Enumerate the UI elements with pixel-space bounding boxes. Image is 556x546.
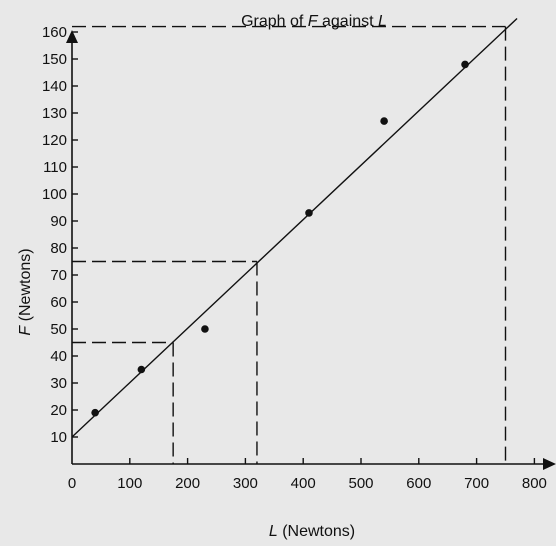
x-tick-label: 300: [233, 475, 258, 492]
y-tick-label: 90: [50, 213, 67, 230]
y-ticks: 10 20 30 40 50 60 70 80 90 100 110 120 130 140 150 160: [42, 24, 78, 446]
y-axis-arrow-icon: [66, 30, 78, 43]
data-point: [461, 60, 469, 69]
y-tick-label: 10: [50, 429, 67, 446]
x-tick-label: 600: [406, 475, 431, 492]
y-tick-label: 40: [50, 348, 67, 365]
chart-title: Graph of F against L: [241, 13, 387, 30]
data-point: [380, 117, 388, 125]
data-point: [305, 209, 313, 217]
y-tick-label: 130: [42, 105, 67, 122]
y-tick-label: 120: [42, 132, 67, 149]
y-axis-title: F (Newtons): [17, 248, 34, 335]
y-tick-label: 60: [50, 294, 67, 311]
guide-lines: [72, 25, 507, 464]
best-fit-line: [71, 17, 518, 438]
x-tick-label: 400: [291, 475, 316, 492]
data-point: [201, 325, 209, 333]
data-point: [137, 365, 146, 374]
y-tick-label: 110: [43, 159, 67, 176]
y-tick-label: 30: [50, 375, 67, 392]
y-tick-label: 50: [50, 321, 67, 338]
x-tick-label: 0: [68, 475, 76, 492]
x-ticks: 0 100 200 300 400 500 600 700 800: [68, 458, 547, 492]
y-tick-label: 150: [42, 51, 67, 68]
x-axis-arrow-icon: [543, 458, 556, 470]
y-tick-label: 80: [50, 240, 67, 257]
data-point: [91, 408, 99, 417]
x-tick-label: 100: [117, 475, 142, 492]
x-tick-label: 800: [522, 475, 547, 492]
y-tick-label: 160: [42, 24, 67, 41]
y-tick-label: 140: [42, 78, 67, 95]
x-tick-label: 500: [348, 475, 373, 492]
x-axis-title: L (Newtons): [269, 523, 355, 540]
y-tick-label: 100: [42, 186, 67, 203]
y-tick-label: 20: [50, 402, 67, 419]
data-points: [91, 60, 469, 417]
x-tick-label: 200: [175, 475, 200, 492]
y-tick-label: 70: [50, 267, 67, 284]
x-tick-label: 700: [464, 475, 489, 492]
